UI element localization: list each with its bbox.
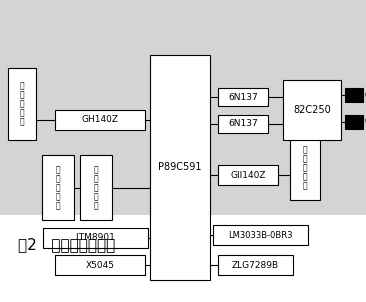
Bar [80,155,112,220]
Text: 6N137: 6N137 [228,120,258,128]
Bar [55,255,145,275]
Text: X5045: X5045 [86,261,115,269]
Text: ZLG7289B: ZLG7289B [232,261,279,269]
Text: GH140Z: GH140Z [82,115,119,124]
Bar [218,115,268,133]
Bar [283,80,341,140]
Text: 模
拟
量
输
入: 模 拟 量 输 入 [56,165,60,210]
Text: GII140Z: GII140Z [230,171,266,179]
Text: CAN H: CAN H [365,117,366,127]
Bar [0,215,366,302]
Bar [8,68,36,140]
Bar [150,55,210,280]
Bar [213,225,308,245]
Text: CAN L: CAN L [365,91,366,99]
Bar [42,155,74,220]
Bar [55,110,145,130]
Text: 开
关
量
输
出: 开 关 量 输 出 [303,145,307,190]
Bar [0,0,366,215]
Text: 82C250: 82C250 [293,105,331,115]
Text: 6N137: 6N137 [228,92,258,101]
Bar [43,228,148,248]
Text: P89C591: P89C591 [158,162,202,172]
Text: LM3033B-0BR3: LM3033B-0BR3 [228,230,293,239]
Text: 图2   硬件连接原理图: 图2 硬件连接原理图 [18,237,115,252]
Text: 低
通
滤
波
器: 低 通 滤 波 器 [94,165,98,210]
Bar [345,88,363,102]
Bar [345,115,363,129]
Bar [218,255,293,275]
Bar [218,165,278,185]
Bar [218,88,268,106]
Text: 开
关
量
输
入: 开 关 量 输 入 [20,82,24,127]
Bar [290,135,320,200]
Text: LTM8901: LTM8901 [75,233,115,243]
